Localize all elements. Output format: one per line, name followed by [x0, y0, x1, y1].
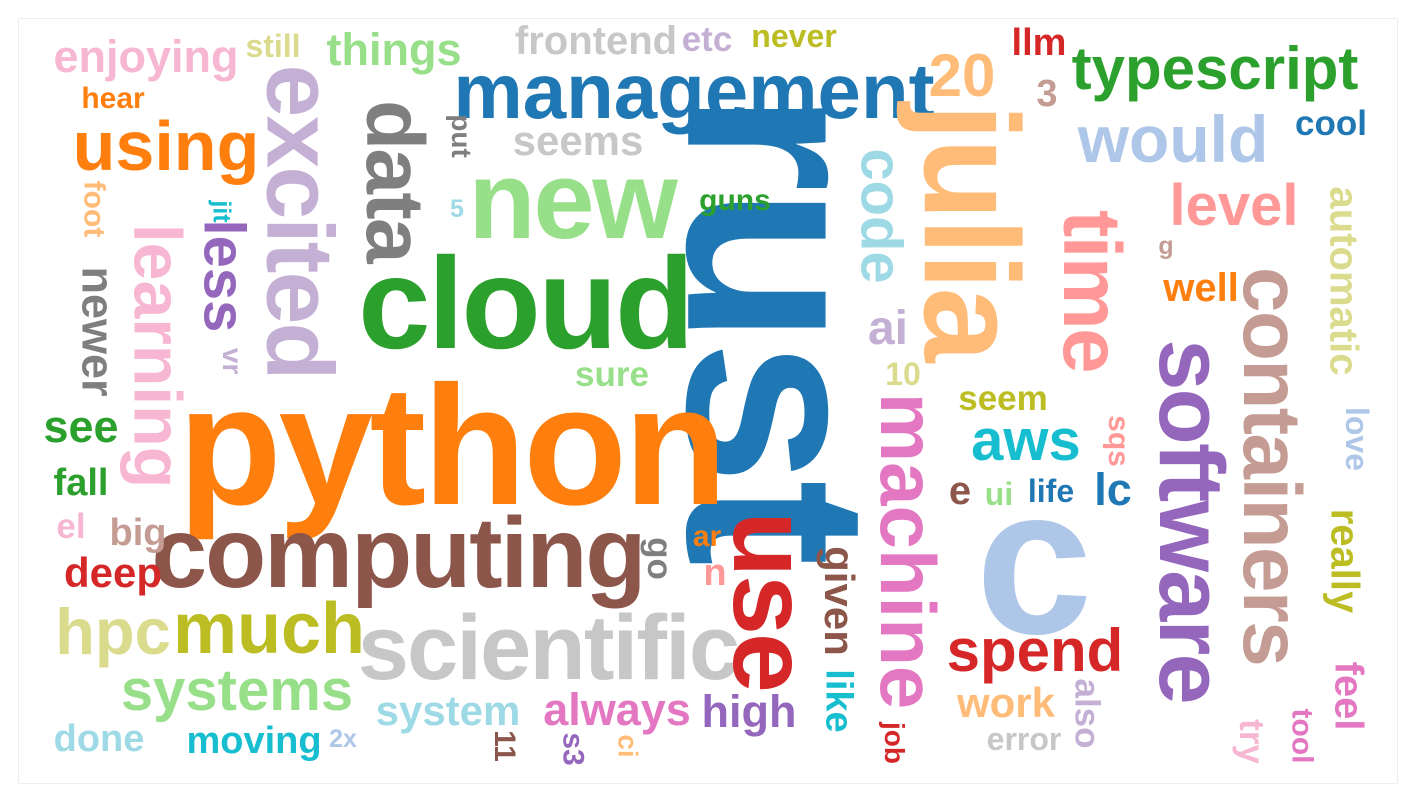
word-using: using [72, 107, 260, 185]
word-lc: lc [1094, 463, 1132, 515]
word-seem: seem [958, 378, 1048, 418]
word-feel: feel [1326, 661, 1370, 731]
word-s3: s3 [557, 732, 590, 766]
word-try: try [1231, 718, 1271, 764]
word-software: software [1140, 339, 1242, 703]
word-big: big [109, 512, 167, 554]
word-given: given [815, 546, 863, 656]
word-20: 20 [928, 42, 996, 109]
word-love: love [1339, 406, 1375, 472]
word-2x: 2x [329, 724, 357, 753]
word-frontend: frontend [514, 19, 678, 63]
word-newer: newer [72, 265, 124, 397]
word-well: well [1163, 266, 1239, 310]
word-done: done [53, 718, 145, 760]
word-data: data [348, 99, 440, 263]
word-systems: systems [120, 658, 354, 723]
word-guns: guns [699, 184, 771, 217]
word-n: n [703, 552, 727, 594]
word-code: code [849, 148, 914, 284]
word-would: would [1077, 102, 1269, 176]
word-time: time [1045, 209, 1137, 373]
word-scientific: scientific [357, 597, 740, 699]
word-automatic: automatic [1321, 186, 1365, 376]
word-life: life [1027, 473, 1075, 509]
word-ci: ci [612, 734, 644, 758]
word-cloud: rust python cloud computing c new manage… [18, 18, 1398, 784]
word-c: c [975, 443, 1093, 678]
word-julia: julia [895, 102, 1047, 360]
word-fall: fall [53, 462, 109, 504]
word-also: also [1067, 677, 1107, 749]
word-11: 11 [488, 730, 521, 762]
word-excited: excited [246, 63, 353, 379]
word-high: high [701, 685, 797, 737]
word-cloud-term: cloud [358, 230, 694, 376]
word-hear: hear [81, 82, 145, 115]
word-python: python [177, 351, 728, 541]
word-ai: ai [867, 302, 909, 355]
word-hpc: hpc [55, 594, 171, 668]
word-enjoying: enjoying [53, 30, 239, 82]
word-moving: moving [186, 720, 322, 762]
word-level: level [1169, 173, 1299, 238]
word-containers: containers [1225, 266, 1317, 666]
word-sure: sure [575, 354, 649, 394]
word-much: much [172, 589, 366, 669]
word-el: el [56, 506, 86, 546]
word-spend: spend [946, 617, 1124, 684]
word-put: put [446, 114, 477, 158]
word-5: 5 [450, 194, 464, 223]
word-learning: learning [119, 223, 195, 489]
word-use: use [711, 511, 832, 691]
word-foot: foot [76, 180, 110, 238]
word-always: always [543, 683, 691, 735]
word-vr: vr [217, 347, 248, 375]
word-management: management [453, 47, 935, 135]
word-typescript: typescript [1071, 35, 1359, 102]
word-deep: deep [63, 549, 163, 596]
word-ar: ar [692, 520, 722, 553]
word-ui: ui [984, 476, 1014, 512]
word-like: like [817, 669, 860, 733]
word-less: less [190, 219, 256, 333]
word-llm: llm [1011, 22, 1067, 64]
word-job: job [879, 722, 910, 764]
word-go: go [639, 536, 679, 580]
word-new: new [468, 139, 678, 262]
word-never: never [751, 18, 837, 54]
word-etc: etc [681, 19, 733, 59]
word-seems: seems [512, 117, 644, 164]
word-really: really [1322, 508, 1366, 614]
word-jit: jit [207, 199, 236, 223]
word-tool: tool [1284, 708, 1318, 764]
word-error: error [986, 721, 1062, 757]
word-cool: cool [1295, 103, 1367, 143]
word-machine: machine [864, 392, 952, 710]
word-aws: aws [971, 408, 1081, 473]
word-system: system [375, 687, 521, 734]
word-see: see [43, 400, 119, 452]
word-g: g [1158, 231, 1174, 260]
word-computing: computing [151, 497, 646, 609]
word-work: work [956, 679, 1056, 726]
word-10: 10 [885, 356, 921, 392]
word-still: still [245, 28, 301, 64]
word-e: e [948, 469, 972, 513]
word-sqs: sqs [1101, 415, 1135, 467]
word-things: things [326, 23, 462, 75]
word-3: 3 [1036, 73, 1058, 115]
